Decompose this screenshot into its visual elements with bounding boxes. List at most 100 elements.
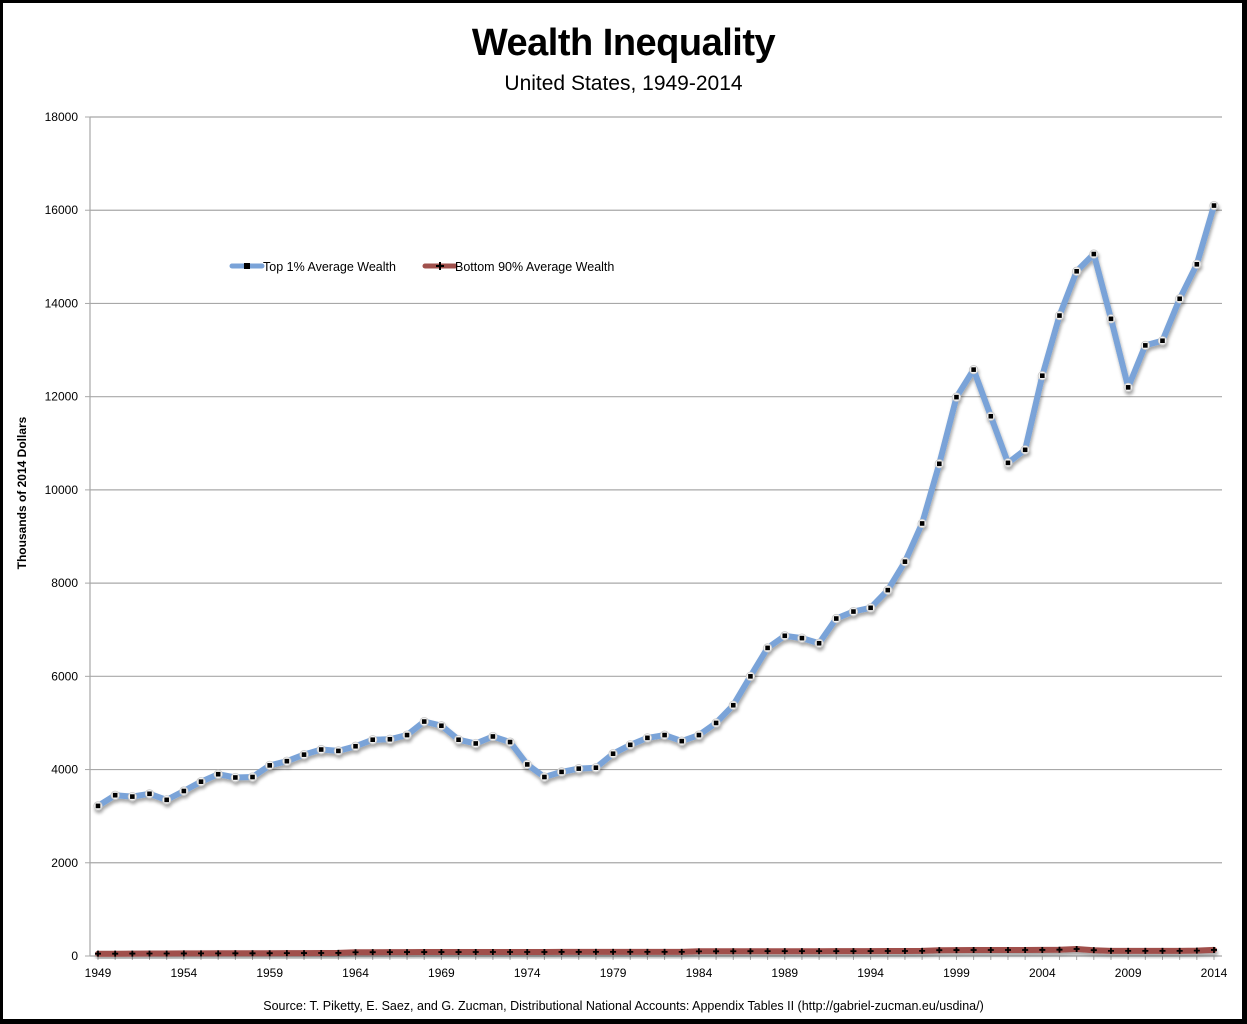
square-marker-icon: [507, 739, 513, 745]
square-marker-icon: [336, 748, 341, 754]
square-marker-icon: [919, 521, 925, 526]
plus-marker-icon: [1056, 946, 1063, 953]
x-tick-label: 1954: [170, 966, 197, 980]
square-marker-icon: [1057, 313, 1062, 318]
plus-marker-icon: [1142, 947, 1149, 954]
square-marker-icon: [627, 742, 633, 748]
plus-marker-icon: [1193, 947, 1200, 954]
square-marker-icon: [868, 605, 873, 611]
plus-marker-icon: [919, 947, 926, 954]
plus-marker-icon: [1073, 946, 1080, 953]
plus-marker-icon: [592, 948, 599, 955]
square-marker-icon: [301, 752, 307, 757]
square-marker-icon: [936, 461, 942, 467]
plus-marker-icon: [455, 949, 462, 956]
plus-marker-icon: [970, 947, 977, 954]
plus-marker-icon: [816, 948, 823, 955]
square-marker-icon: [1022, 447, 1028, 453]
square-marker-icon: [95, 803, 101, 809]
square-marker-icon: [112, 792, 118, 798]
plus-marker-icon: [987, 947, 994, 954]
plus-marker-icon: [644, 948, 651, 955]
square-marker-icon: [215, 771, 221, 777]
plus-marker-icon: [1004, 947, 1011, 954]
y-tick-label: 6000: [51, 669, 78, 683]
square-marker-icon: [318, 747, 324, 752]
square-marker-icon: [353, 743, 358, 749]
square-marker-icon: [181, 788, 187, 794]
legend-marker-plus-icon: [436, 262, 444, 270]
y-tick-label: 8000: [51, 576, 78, 590]
square-marker-icon: [885, 587, 891, 593]
x-tick-label: 1979: [600, 966, 627, 980]
plus-marker-icon: [524, 948, 531, 955]
plus-marker-icon: [95, 950, 101, 957]
x-axis: 1949 1954 1959 1964 1969 1974 1979 1984 1989 1994…: [85, 955, 1228, 980]
plus-marker-icon: [1107, 947, 1114, 954]
plus-marker-icon: [936, 947, 943, 954]
square-marker-icon: [233, 775, 238, 780]
plus-marker-icon: [507, 948, 514, 955]
plus-marker-icon: [541, 948, 548, 955]
square-marker-icon: [1194, 261, 1200, 267]
square-marker-icon: [971, 367, 976, 372]
plus-marker-icon: [198, 950, 205, 957]
legend-item-bottom90: Bottom 90% Average Wealth: [422, 260, 614, 274]
plus-marker-icon: [558, 948, 565, 955]
plus-marker-icon: [953, 947, 960, 954]
plus-marker-icon: [1125, 947, 1132, 954]
square-marker-icon: [851, 609, 856, 614]
chart-title: Wealth Inequality: [471, 22, 776, 64]
y-axis: 0 2000 4000 6000 8000 10000 12000 14000 16000 180…: [45, 110, 91, 963]
plus-marker-icon: [266, 950, 273, 957]
x-tick-label: 2014: [1201, 966, 1228, 980]
plus-marker-icon: [112, 950, 119, 957]
square-marker-icon: [1074, 268, 1079, 274]
square-marker-icon: [816, 640, 822, 646]
x-tick-label: 2009: [1115, 966, 1142, 980]
plus-marker-icon: [575, 948, 582, 955]
square-marker-icon: [147, 791, 152, 797]
plus-marker-icon: [747, 948, 754, 955]
plus-marker-icon: [318, 949, 325, 956]
square-marker-icon: [164, 797, 169, 803]
legend-label-top1: Top 1% Average Wealth: [263, 260, 396, 274]
plus-marker-icon: [850, 948, 857, 955]
x-tick-label: 1989: [771, 966, 798, 980]
square-marker-icon: [730, 702, 736, 708]
plus-marker-icon: [283, 950, 290, 957]
square-marker-icon: [1211, 203, 1217, 208]
square-marker-icon: [662, 732, 667, 738]
plus-marker-icon: [301, 950, 308, 957]
y-tick-label: 4000: [51, 763, 78, 777]
square-marker-icon: [1091, 251, 1097, 257]
x-tick-label: 1949: [85, 966, 112, 980]
square-marker-icon: [1160, 338, 1165, 344]
plus-marker-icon: [232, 950, 239, 957]
plus-marker-icon: [661, 948, 668, 955]
plus-marker-icon: [764, 948, 771, 955]
plus-marker-icon: [249, 950, 256, 957]
square-marker-icon: [198, 779, 204, 784]
square-marker-icon: [404, 732, 410, 738]
square-marker-icon: [593, 765, 599, 770]
plus-marker-icon: [129, 950, 136, 957]
square-marker-icon: [559, 769, 564, 775]
x-tick-label: 1959: [256, 966, 283, 980]
series-line: [95, 946, 1217, 957]
y-tick-label: 12000: [45, 390, 79, 404]
legend-item-top1: Top 1% Average Wealth: [229, 260, 396, 274]
legend: Top 1% Average Wealth Bottom 90% Average…: [229, 260, 614, 274]
square-marker-icon: [1177, 296, 1182, 302]
square-marker-icon: [1125, 385, 1131, 390]
square-marker-icon: [679, 738, 685, 744]
plus-marker-icon: [472, 948, 479, 955]
square-marker-icon: [765, 645, 770, 651]
x-tick-label: 1974: [514, 966, 541, 980]
plus-marker-icon: [833, 948, 840, 955]
legend-label-bottom90: Bottom 90% Average Wealth: [455, 260, 614, 274]
plus-marker-icon: [781, 948, 788, 955]
plus-marker-icon: [884, 948, 891, 955]
x-tick-label: 2004: [1029, 966, 1056, 980]
